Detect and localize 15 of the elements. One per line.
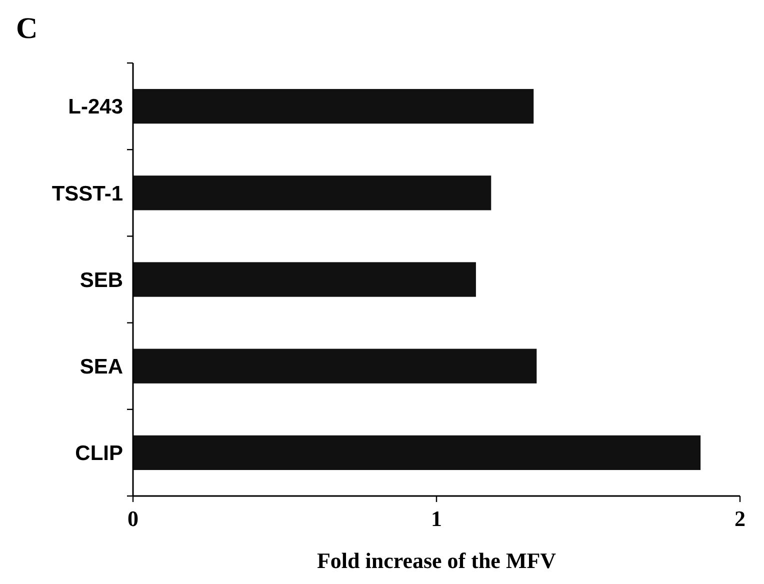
bar: [133, 348, 537, 384]
x-tick-label: 0: [128, 506, 138, 531]
x-tick-label: 2: [734, 506, 746, 531]
x-tick-label: 1: [431, 506, 442, 531]
y-tick-label: L-243: [68, 96, 123, 119]
chart-title: C: [16, 12, 38, 45]
bar: [133, 88, 534, 124]
y-tick-label: TSST-1: [52, 182, 124, 206]
y-tick-label: SEA: [80, 355, 123, 378]
x-axis-title: Fold increase of the MFV: [316, 548, 556, 573]
bar: [133, 176, 492, 210]
bar: [133, 435, 701, 470]
y-tick-label: CLIP: [75, 442, 123, 466]
y-tick-label: SEB: [80, 268, 123, 292]
bar: [133, 262, 476, 297]
